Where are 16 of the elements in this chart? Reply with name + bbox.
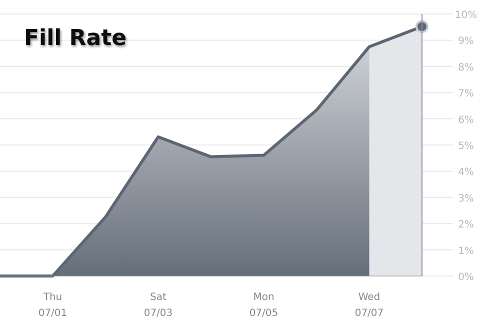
x-tick-label: Thu 07/01 <box>38 292 68 319</box>
y-tick-label: 4% <box>458 167 474 178</box>
x-tick-label: Wed 07/07 <box>354 292 384 319</box>
y-tick-label: 8% <box>458 62 474 74</box>
x-tick-label: Mon 07/05 <box>249 292 278 319</box>
y-tick-label: 3% <box>458 193 474 204</box>
y-tick-label: 2% <box>458 220 474 231</box>
x-tick-label: Sat 07/03 <box>144 292 173 319</box>
y-tick-label: 0% <box>458 272 474 283</box>
y-tick-label: 9% <box>458 36 474 48</box>
y-tick-label: 6% <box>458 114 474 126</box>
y-tick-label: 7% <box>458 88 474 100</box>
y-tick-label: 1% <box>458 246 474 257</box>
y-tick-label: 10% <box>454 10 478 21</box>
y-tick-label: 5% <box>458 141 474 152</box>
text: Fill Rate <box>24 26 127 51</box>
